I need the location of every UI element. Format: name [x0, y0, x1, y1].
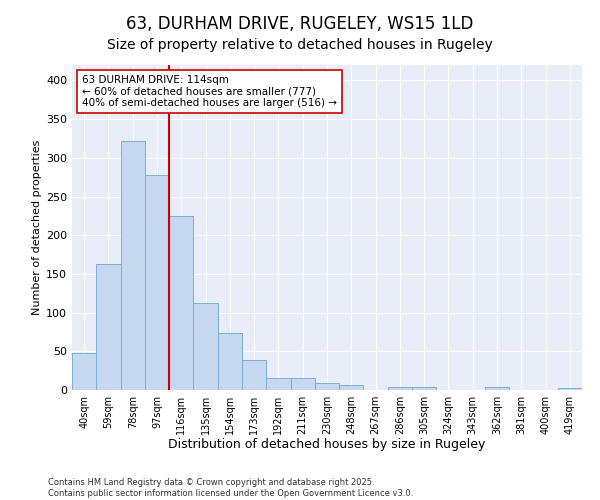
- Text: Contains HM Land Registry data © Crown copyright and database right 2025.
Contai: Contains HM Land Registry data © Crown c…: [48, 478, 413, 498]
- Bar: [169, 216, 193, 390]
- Bar: [412, 387, 436, 390]
- Bar: [315, 383, 339, 390]
- Bar: [242, 360, 266, 390]
- Bar: [485, 387, 509, 390]
- Bar: [558, 388, 582, 390]
- Bar: [121, 141, 145, 390]
- Bar: [218, 332, 242, 390]
- Text: 63 DURHAM DRIVE: 114sqm
← 60% of detached houses are smaller (777)
40% of semi-d: 63 DURHAM DRIVE: 114sqm ← 60% of detache…: [82, 74, 337, 108]
- Text: 63, DURHAM DRIVE, RUGELEY, WS15 1LD: 63, DURHAM DRIVE, RUGELEY, WS15 1LD: [127, 15, 473, 33]
- X-axis label: Distribution of detached houses by size in Rugeley: Distribution of detached houses by size …: [169, 438, 485, 452]
- Bar: [72, 353, 96, 390]
- Bar: [96, 264, 121, 390]
- Bar: [145, 175, 169, 390]
- Bar: [193, 304, 218, 390]
- Text: Size of property relative to detached houses in Rugeley: Size of property relative to detached ho…: [107, 38, 493, 52]
- Bar: [290, 378, 315, 390]
- Y-axis label: Number of detached properties: Number of detached properties: [32, 140, 42, 315]
- Bar: [339, 386, 364, 390]
- Bar: [388, 387, 412, 390]
- Bar: [266, 378, 290, 390]
